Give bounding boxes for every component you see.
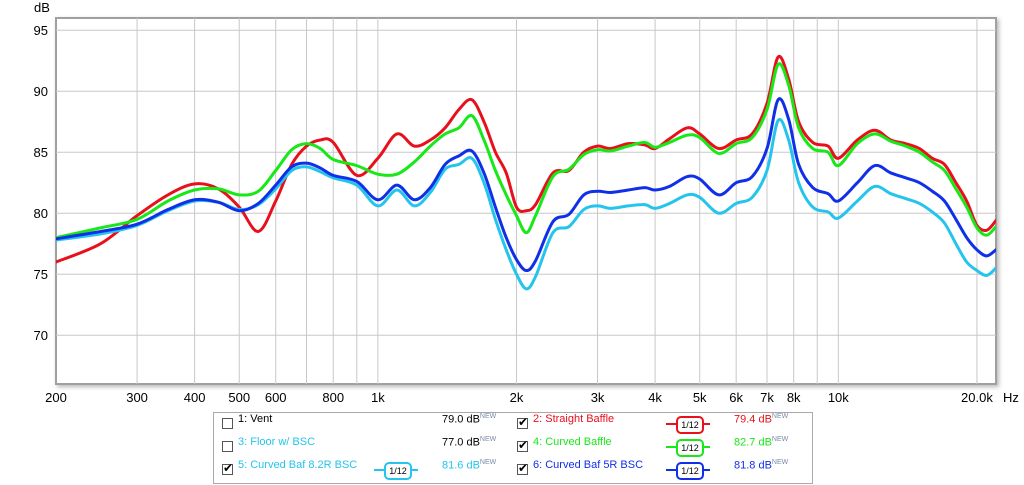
legend-series-label[interactable]: 4: Curved Baffle: [533, 436, 612, 448]
legend-level-text: 81.6 dB: [442, 459, 480, 472]
x-tick-label: 200: [45, 390, 67, 405]
new-tag: NEW: [771, 436, 789, 443]
legend-level-text: 79.0 dB: [442, 413, 480, 426]
frequency-response-chart: 95 90 85 80 75 70 200 300 400 500 600 800 1k 2k 3k 4k 5k…: [34, 0, 1019, 405]
legend-level-value: 79.4 dBNEW: [734, 413, 788, 426]
x-tick-label: 8k: [787, 390, 801, 405]
legend-checkbox[interactable]: ✔: [517, 438, 529, 452]
x-tick-label: 5k: [693, 390, 707, 405]
x-tick-label: 6k: [729, 390, 743, 405]
x-tick-label: 1k: [371, 390, 385, 405]
legend-level-text: 77.0 dB: [442, 436, 480, 449]
checkmark-icon: ✔: [518, 461, 529, 475]
legend-series-label[interactable]: 3: Floor w/ BSC: [238, 436, 316, 448]
legend-series-label[interactable]: 5: Curved Baf 8.2R BSC: [238, 459, 358, 471]
smoothing-label: 1/12: [676, 462, 704, 480]
smoothing-label: 1/12: [676, 439, 704, 457]
x-tick-label: 4k: [648, 390, 662, 405]
y-tick-label: 70: [34, 328, 48, 343]
legend-level-text: 79.4 dB: [734, 413, 772, 426]
x-tick-label: 7k: [760, 390, 774, 405]
x-tick-label: 400: [184, 390, 206, 405]
checkmark-icon: ✔: [518, 415, 529, 429]
x-tick-label: 20.0k: [961, 390, 993, 405]
legend-checkbox[interactable]: ✔: [222, 461, 234, 475]
legend-level-value: 77.0 dBNEW: [442, 436, 496, 449]
x-tick-label: 3k: [591, 390, 605, 405]
legend-row: 3: Floor w/ BSC 77.0 dBNEW ✔ 4: Curved Baff…: [214, 436, 812, 458]
series-line-2: [56, 62, 996, 240]
legend-level-value: 81.6 dBNEW: [442, 459, 496, 472]
legend-level-value: 82.7 dBNEW: [734, 436, 788, 449]
new-tag: NEW: [479, 436, 497, 443]
y-tick-label: 80: [34, 206, 48, 221]
legend-checkbox[interactable]: ✔: [517, 461, 529, 475]
x-tick-label: 300: [126, 390, 148, 405]
legend-checkbox[interactable]: [222, 418, 233, 429]
series-line-4: [56, 97, 996, 273]
legend-row: 1: Vent 79.0 dBNEW ✔ 2: Straight Baffle 1/12…: [214, 413, 812, 435]
legend-panel: 1: Vent 79.0 dBNEW ✔ 2: Straight Baffle 1/12…: [213, 412, 813, 484]
legend-level-value: 79.0 dBNEW: [442, 413, 496, 426]
x-tick-label: 2k: [510, 390, 524, 405]
x-tick-label: 800: [322, 390, 344, 405]
legend-level-text: 82.7 dB: [734, 436, 772, 449]
smoothing-label: 1/12: [676, 416, 704, 434]
checkmark-icon: ✔: [223, 461, 234, 475]
x-tick-label: 10k: [828, 390, 849, 405]
new-tag: NEW: [479, 459, 497, 466]
y-tick-label: 75: [34, 267, 48, 282]
smoothing-button[interactable]: 1/12: [666, 439, 710, 457]
x-tick-label: 500: [228, 390, 250, 405]
checkmark-icon: ✔: [518, 438, 529, 452]
new-tag: NEW: [479, 413, 497, 420]
y-tick-label: 85: [34, 145, 48, 160]
smoothing-button[interactable]: 1/12: [666, 416, 710, 434]
new-tag: NEW: [771, 413, 789, 420]
axis-labels: 95 90 85 80 75 70 200 300 400 500 600 800 1k 2k 3k 4k 5k…: [34, 23, 994, 405]
legend-level-text: 81.8 dB: [734, 459, 772, 472]
x-tick-label: 600: [265, 390, 287, 405]
legend-series-label[interactable]: 6: Curved Baf 5R BSC: [533, 459, 644, 471]
legend-level-value: 81.8 dBNEW: [734, 459, 788, 472]
y-axis-label: dB: [34, 0, 50, 15]
y-tick-label: 95: [34, 23, 48, 38]
series-lines: [56, 54, 996, 291]
x-axis-unit: Hz: [1003, 390, 1019, 405]
smoothing-button[interactable]: 1/12: [666, 462, 710, 480]
series-line-1: [56, 54, 996, 264]
new-tag: NEW: [771, 459, 789, 466]
series-line-3: [56, 117, 996, 291]
legend-checkbox[interactable]: ✔: [517, 415, 529, 429]
legend-series-label[interactable]: 1: Vent: [238, 413, 273, 425]
legend-row: ✔ 5: Curved Baf 8.2R BSC 1/12 81.6 dBNEW ✔ 6:…: [214, 459, 812, 481]
legend-checkbox[interactable]: [222, 441, 233, 452]
smoothing-button[interactable]: 1/12: [374, 462, 418, 480]
y-tick-label: 90: [34, 84, 48, 99]
smoothing-label: 1/12: [384, 462, 412, 480]
legend-series-label[interactable]: 2: Straight Baffle: [533, 413, 615, 425]
